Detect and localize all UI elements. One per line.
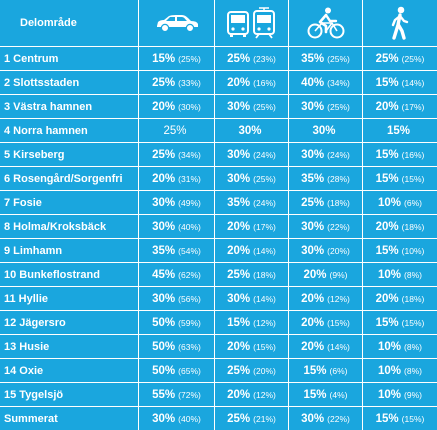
area-name: 8 Holma/Kroksbäck — [0, 215, 138, 238]
transit-share: 25% (23%) — [215, 47, 288, 70]
walk-share: 10% (8%) — [363, 263, 437, 286]
transit-share: 30% (25%) — [215, 167, 288, 190]
bike-share: 20% (9%) — [289, 263, 362, 286]
transit-share: 30% (24%) — [215, 143, 288, 166]
area-name: 6 Rosengård/Sorgenfri — [0, 167, 138, 190]
area-name: 1 Centrum — [0, 47, 138, 70]
bike-share: 30% (24%) — [289, 143, 362, 166]
transit-share: 20% (12%) — [215, 383, 288, 406]
bike-share: 15% (6%) — [289, 359, 362, 382]
area-name: 2 Slottsstaden — [0, 71, 138, 94]
car-share: 20% (30%) — [139, 95, 214, 118]
walk-share: 15% (15%) — [363, 311, 437, 334]
walk-share: 20% (18%) — [363, 287, 437, 310]
car-share: 30% (40%) — [139, 215, 214, 238]
bike-share: 40% (34%) — [289, 71, 362, 94]
transit-share: 15% (12%) — [215, 311, 288, 334]
walk-share: 20% (17%) — [363, 95, 437, 118]
walk-share: 20% (18%) — [363, 215, 437, 238]
bike-share: 20% (14%) — [289, 335, 362, 358]
transit-share: 20% (16%) — [215, 71, 288, 94]
area-name: 7 Fosie — [0, 191, 138, 214]
walk-share: 15% — [363, 119, 437, 142]
transit-share: 25% (20%) — [215, 359, 288, 382]
bike-share: 30% (25%) — [289, 95, 362, 118]
area-name: Summerat — [0, 407, 138, 430]
transit-share: 20% (15%) — [215, 335, 288, 358]
area-name: 10 Bunkeflostrand — [0, 263, 138, 286]
car-share: 30% (56%) — [139, 287, 214, 310]
bike-share: 25% (18%) — [289, 191, 362, 214]
area-name: 4 Norra hamnen — [0, 119, 138, 142]
transit-share: 30% (25%) — [215, 95, 288, 118]
walk-share: 15% (15%) — [363, 407, 437, 430]
header-area-label: Delområde — [0, 0, 138, 46]
bike-share: 30% (22%) — [289, 215, 362, 238]
walk-share: 10% (8%) — [363, 335, 437, 358]
bicycle-icon — [306, 7, 346, 39]
area-name: 14 Oxie — [0, 359, 138, 382]
transit-share: 30% (14%) — [215, 287, 288, 310]
transit-share: 20% (14%) — [215, 239, 288, 262]
transit-share: 35% (24%) — [215, 191, 288, 214]
bike-share: 30% — [289, 119, 362, 142]
walk-share: 15% (15%) — [363, 167, 437, 190]
bike-share: 20% (15%) — [289, 311, 362, 334]
area-name: 3 Västra hamnen — [0, 95, 138, 118]
car-share: 25% — [139, 119, 214, 142]
walk-share: 25% (25%) — [363, 47, 437, 70]
car-share: 50% (65%) — [139, 359, 214, 382]
walk-share: 15% (16%) — [363, 143, 437, 166]
area-name: 13 Husie — [0, 335, 138, 358]
header-walking — [363, 0, 437, 46]
header-bicycle — [289, 0, 362, 46]
car-share: 20% (31%) — [139, 167, 214, 190]
header-public-transport — [215, 0, 288, 46]
walk-share: 15% (10%) — [363, 239, 437, 262]
transit-share: 25% (18%) — [215, 263, 288, 286]
pedestrian-icon — [388, 6, 412, 40]
bike-share: 30% (20%) — [289, 239, 362, 262]
bike-share: 20% (12%) — [289, 287, 362, 310]
car-share: 35% (54%) — [139, 239, 214, 262]
walk-share: 15% (14%) — [363, 71, 437, 94]
area-name: 9 Limhamn — [0, 239, 138, 262]
transit-share: 25% (21%) — [215, 407, 288, 430]
car-share: 55% (72%) — [139, 383, 214, 406]
bike-share: 35% (25%) — [289, 47, 362, 70]
bus-train-icon — [226, 7, 278, 39]
transit-share: 20% (17%) — [215, 215, 288, 238]
bike-share: 30% (22%) — [289, 407, 362, 430]
area-name: 12 Jägersro — [0, 311, 138, 334]
car-share: 25% (34%) — [139, 143, 214, 166]
car-icon — [154, 13, 200, 33]
car-share: 30% (49%) — [139, 191, 214, 214]
car-share: 50% (59%) — [139, 311, 214, 334]
area-name: 15 Tygelsjö — [0, 383, 138, 406]
bike-share: 35% (28%) — [289, 167, 362, 190]
area-name: 11 Hyllie — [0, 287, 138, 310]
walk-share: 10% (8%) — [363, 359, 437, 382]
transit-share: 30% — [215, 119, 288, 142]
walk-share: 10% (9%) — [363, 383, 437, 406]
area-name: 5 Kirseberg — [0, 143, 138, 166]
car-share: 15% (25%) — [139, 47, 214, 70]
car-share: 45% (62%) — [139, 263, 214, 286]
header-car — [139, 0, 214, 46]
car-share: 30% (40%) — [139, 407, 214, 430]
bike-share: 15% (4%) — [289, 383, 362, 406]
car-share: 25% (33%) — [139, 71, 214, 94]
walk-share: 10% (6%) — [363, 191, 437, 214]
car-share: 50% (63%) — [139, 335, 214, 358]
